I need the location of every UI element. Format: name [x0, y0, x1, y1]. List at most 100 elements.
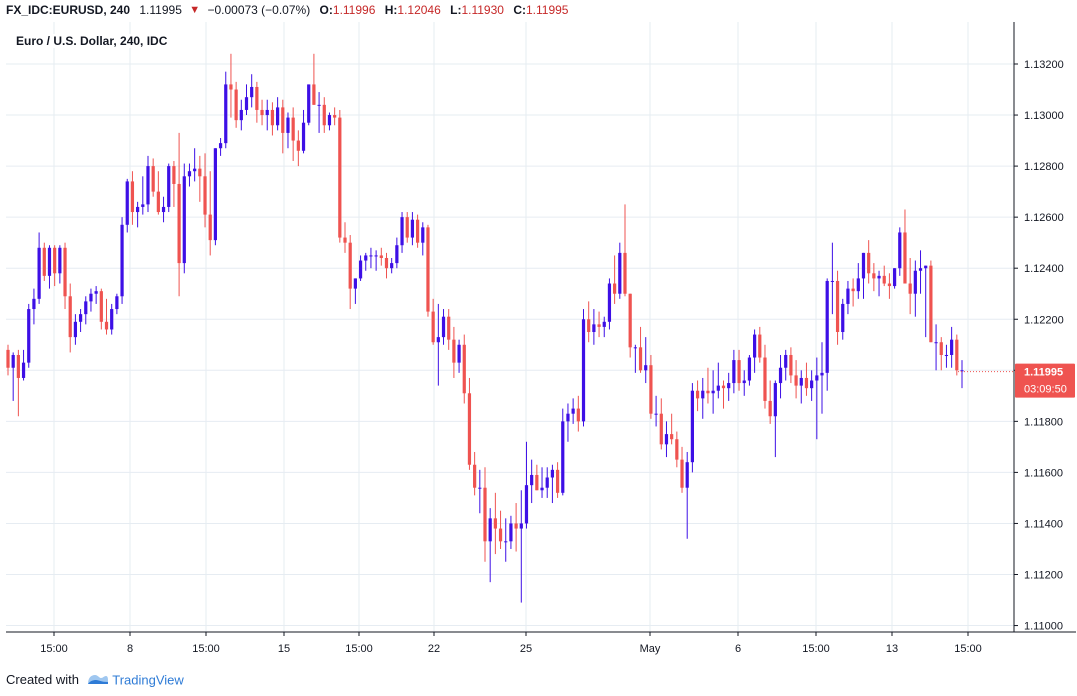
candle-body: [348, 242, 352, 289]
candle-body: [830, 280, 834, 282]
tradingview-brand[interactable]: TradingView: [112, 672, 184, 688]
candle-body: [550, 469, 555, 478]
candle-body: [369, 255, 373, 257]
candle-body: [690, 390, 694, 463]
candle-body: [291, 117, 295, 141]
price-tick-label: 1.11600: [1024, 467, 1063, 479]
time-tick-label: 6: [735, 643, 741, 655]
candle-body: [229, 84, 233, 90]
candle-body: [613, 283, 617, 294]
candle-body: [421, 227, 425, 243]
candle-body: [115, 296, 119, 310]
candle-body: [581, 319, 586, 422]
candle-body: [732, 360, 736, 384]
candle-body: [794, 375, 798, 386]
candle-body: [649, 365, 653, 414]
footer: Created with TradingView: [6, 672, 184, 689]
candle-body: [835, 280, 840, 333]
candle-body: [353, 278, 357, 289]
candle-body: [415, 219, 420, 243]
candle-body: [436, 337, 440, 343]
candle-body: [250, 86, 254, 98]
chart-area[interactable]: 1.13200 1.13000 1.12800 1.12600 1.12400 1.122…: [6, 22, 1076, 662]
close-label: C:: [513, 3, 526, 17]
tradingview-logo-icon[interactable]: [87, 672, 109, 689]
candle-body: [934, 342, 938, 344]
candle-body: [602, 321, 606, 327]
candle-body: [110, 309, 114, 330]
time-tick-label: 15:00: [802, 643, 830, 655]
candle-body: [721, 385, 726, 389]
candle-body: [504, 541, 508, 543]
candle-body: [488, 518, 492, 542]
candle-body: [701, 390, 705, 399]
time-tick-label: 15:00: [192, 643, 220, 655]
open-value: 1.11996: [332, 3, 376, 17]
candle-body: [276, 107, 280, 126]
price-axis[interactable]: [1014, 22, 1076, 661]
candle-body: [68, 296, 72, 338]
candle-body: [473, 464, 477, 488]
candle-body: [452, 339, 456, 363]
candle-body: [918, 268, 923, 271]
candle-body: [151, 166, 155, 192]
candle-body: [307, 84, 311, 123]
candle-body: [161, 206, 166, 213]
candle-body: [58, 247, 62, 274]
candle-body: [924, 265, 928, 269]
last-price-tag: [1015, 363, 1075, 398]
candle-body: [535, 474, 539, 491]
price-tick-label: 1.13000: [1024, 110, 1064, 122]
candle-body: [623, 252, 627, 294]
symbol-name[interactable]: FX_IDC:EURUSD, 240: [6, 3, 131, 17]
candle-body: [903, 232, 907, 284]
candle-body: [457, 344, 461, 363]
price-change: −0.00073 (−0.07%): [207, 3, 311, 17]
candle-body: [63, 247, 67, 297]
time-tick-label: May: [640, 643, 661, 655]
candle-body: [405, 217, 409, 238]
candle-body: [255, 86, 259, 110]
candle-body: [644, 365, 648, 371]
candle-body: [867, 252, 871, 274]
price-tick-label: 1.12200: [1024, 314, 1064, 326]
time-tick-label: 15: [278, 643, 290, 655]
time-tick-label: 13: [886, 643, 898, 655]
candle-body: [467, 393, 472, 465]
candle-body: [607, 283, 612, 322]
candle-body: [727, 383, 731, 389]
candle-body: [887, 283, 892, 287]
candlestick-chart[interactable]: 1.13200 1.13000 1.12800 1.12600 1.12400 1.122…: [6, 22, 1076, 662]
price-tick-label: 1.11400: [1024, 518, 1063, 530]
candle-body: [597, 324, 601, 327]
candle-body: [224, 84, 228, 144]
candle-body: [898, 232, 902, 269]
candle-body: [177, 183, 181, 264]
candle-body: [882, 275, 886, 284]
candle-body: [737, 360, 741, 384]
candle-body: [545, 477, 549, 488]
time-axis[interactable]: [6, 632, 1076, 662]
time-tick-label: 15:00: [40, 643, 68, 655]
candle-body: [815, 375, 819, 381]
candle-body: [659, 413, 663, 445]
candle-body: [156, 191, 160, 213]
candle-body: [317, 104, 321, 106]
candle-body: [301, 122, 306, 151]
candle-body: [483, 487, 487, 542]
candle-body: [877, 275, 881, 279]
candle-body: [944, 354, 949, 356]
candle-body: [410, 219, 415, 238]
high-label: H:: [384, 3, 398, 17]
candle-body: [11, 354, 15, 368]
candle-body: [768, 400, 772, 417]
candle-body: [618, 252, 622, 294]
candle-body: [16, 354, 20, 378]
axes: 1.13200 1.13000 1.12800 1.12600 1.12400 1.122…: [6, 22, 1076, 655]
price-tick-label: 1.13200: [1024, 59, 1064, 71]
candle-body: [53, 247, 57, 274]
candle-body: [955, 339, 959, 371]
candle-body: [478, 487, 482, 489]
candle-body: [32, 298, 36, 310]
candle-body: [498, 528, 503, 542]
